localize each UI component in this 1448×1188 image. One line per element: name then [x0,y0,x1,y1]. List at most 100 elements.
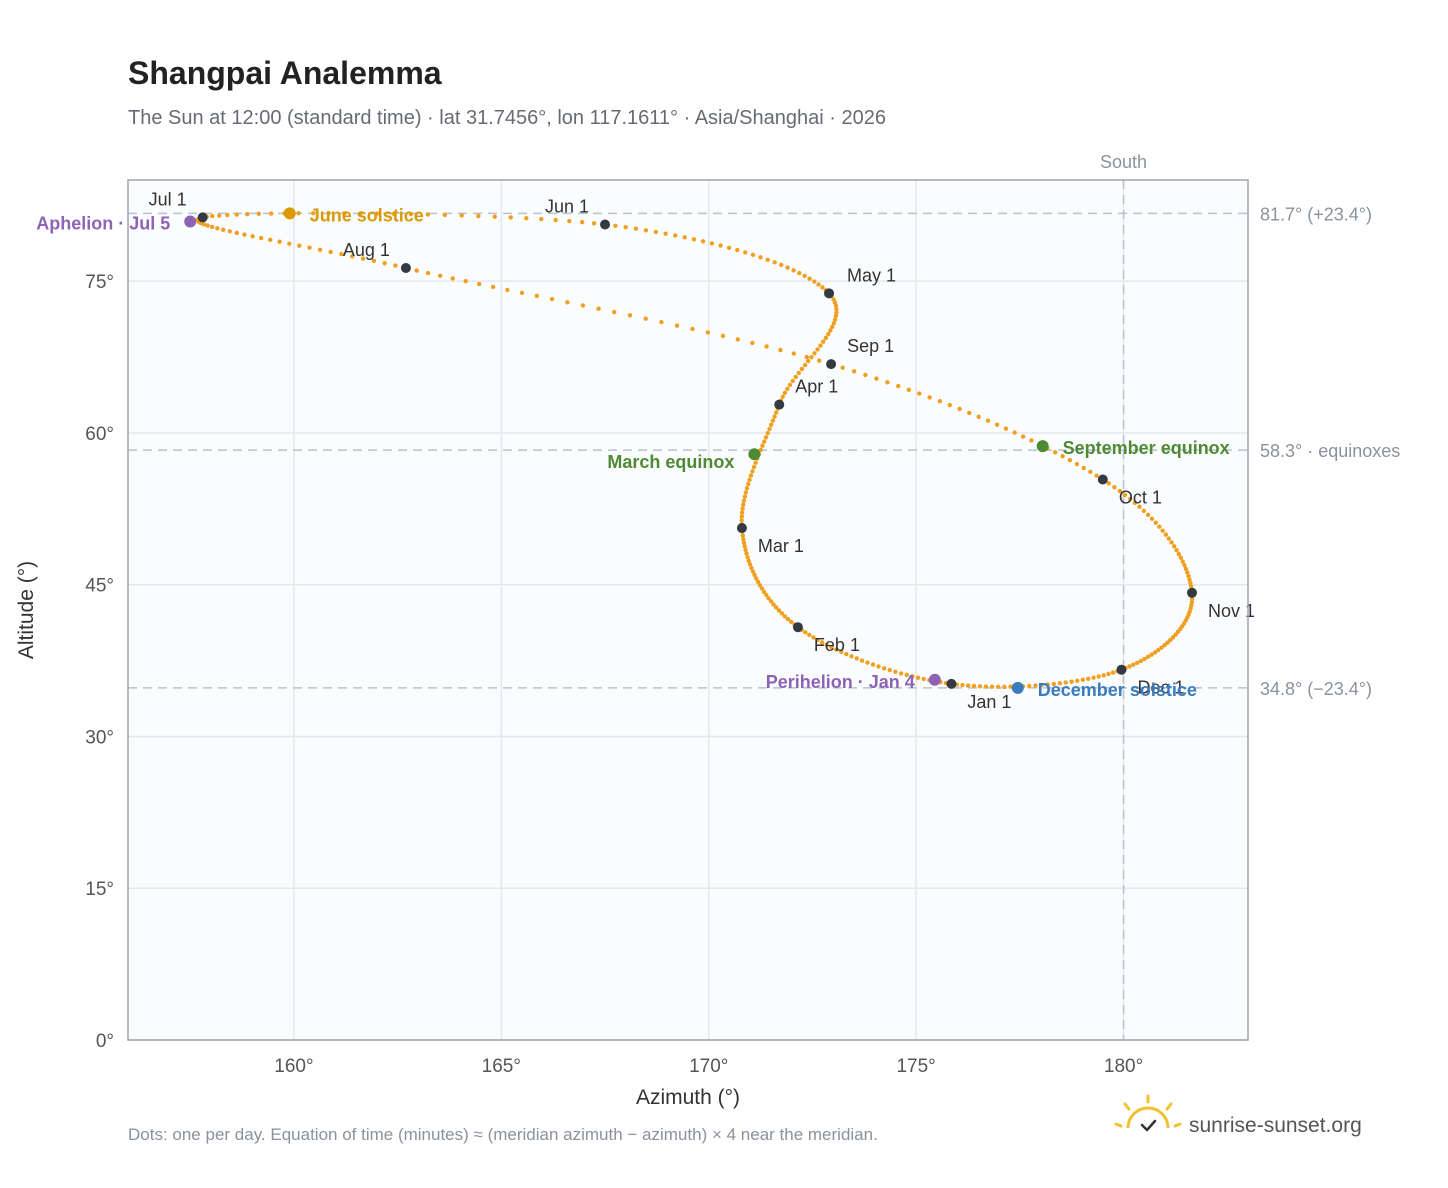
daily-dot [258,235,264,241]
daily-dot [326,210,331,216]
daily-dot [437,273,443,278]
daily-dot [758,255,763,260]
daily-dot [758,447,763,453]
daily-dot [1132,500,1138,506]
event-marker [1036,440,1049,453]
event-label: Aphelion · Jul 5 [36,213,170,233]
month-marker [826,359,837,370]
daily-dot [823,335,829,341]
daily-dot [807,632,812,638]
daily-dot [787,382,793,388]
event-marker [748,448,761,461]
daily-dot [755,579,761,584]
daily-dot [767,426,772,432]
daily-dot [921,676,926,682]
daily-dot [743,490,749,495]
daily-dot [985,418,991,423]
daily-dot [815,637,820,643]
daily-dot [1039,682,1044,688]
month-label: Aug 1 [343,240,390,260]
daily-dot [1160,528,1165,533]
daily-dot [785,386,790,392]
event-label: March equinox [607,452,734,472]
daily-dot [753,460,758,466]
daily-dot [1110,670,1116,675]
daily-dot [766,595,771,601]
daily-dot [797,270,802,276]
daily-dot [565,300,570,305]
daily-dot [477,281,482,287]
daily-dot [764,592,769,598]
daily-dot [807,276,812,281]
daily-dot [747,562,753,567]
daily-dot [735,247,740,253]
y-tick-label: 0° [96,1031,114,1052]
daily-dot [234,212,239,217]
daily-dot [761,589,767,594]
daily-dot [1086,676,1091,681]
daily-dot [1142,656,1147,662]
plot-frame [127,179,1249,1041]
daily-dot [811,635,816,640]
daily-dot [826,331,831,337]
daily-dot [553,217,558,223]
daily-dot [705,330,711,335]
daily-dot [1137,504,1142,510]
daily-dot [643,228,649,233]
daily-dot [910,674,915,679]
daily-dot [983,684,989,689]
daily-dot [1122,492,1128,498]
daily-dot [674,323,680,328]
daily-dot [881,666,887,671]
x-tick-label: 170° [689,1056,728,1077]
daily-dot [450,276,455,281]
daily-dot [549,296,555,302]
daily-dot [804,354,809,360]
daily-dot [1127,664,1132,669]
daily-dot [201,222,207,227]
daily-dot [508,215,513,220]
month-marker [792,622,803,633]
y-tick-label: 15° [85,879,114,900]
reference-line-label: 58.3° · equinoxes [1260,441,1400,461]
month-marker [1116,664,1127,675]
daily-dot [754,576,759,581]
daily-dot [779,262,784,268]
daily-dot [210,213,215,219]
daily-dot [750,340,755,346]
daily-dot [854,656,859,661]
daily-dot [863,372,868,378]
daily-dot [849,654,854,659]
daily-dot [819,640,825,645]
daily-dot [287,241,292,246]
daily-dot [743,250,748,255]
daily-dot [785,265,790,270]
daily-dot [245,211,250,217]
daily-dot [793,374,798,380]
daily-dot [476,213,481,219]
daily-dot [1188,580,1193,586]
month-marker [824,288,835,299]
month-label: Jan 1 [967,692,1011,712]
daily-dot [885,380,890,385]
daily-dot [1096,674,1101,679]
daily-dot [463,278,468,284]
daily-dot [887,667,892,673]
daily-dot [1117,488,1123,494]
daily-dot [490,284,496,290]
daily-dot [709,241,715,246]
daily-dot [612,309,617,315]
month-marker [197,212,208,223]
daily-dot [1057,681,1063,686]
daily-dot [834,307,839,312]
daily-dot [785,616,791,622]
daily-dot [425,212,431,217]
daily-dot [820,285,825,290]
daily-dot [1033,683,1038,688]
daily-dot [225,212,230,218]
daily-dot [250,234,255,239]
event-label: September equinox [1063,438,1230,458]
daily-dot [768,599,774,604]
month-marker [1097,474,1108,485]
daily-dot [745,555,750,560]
